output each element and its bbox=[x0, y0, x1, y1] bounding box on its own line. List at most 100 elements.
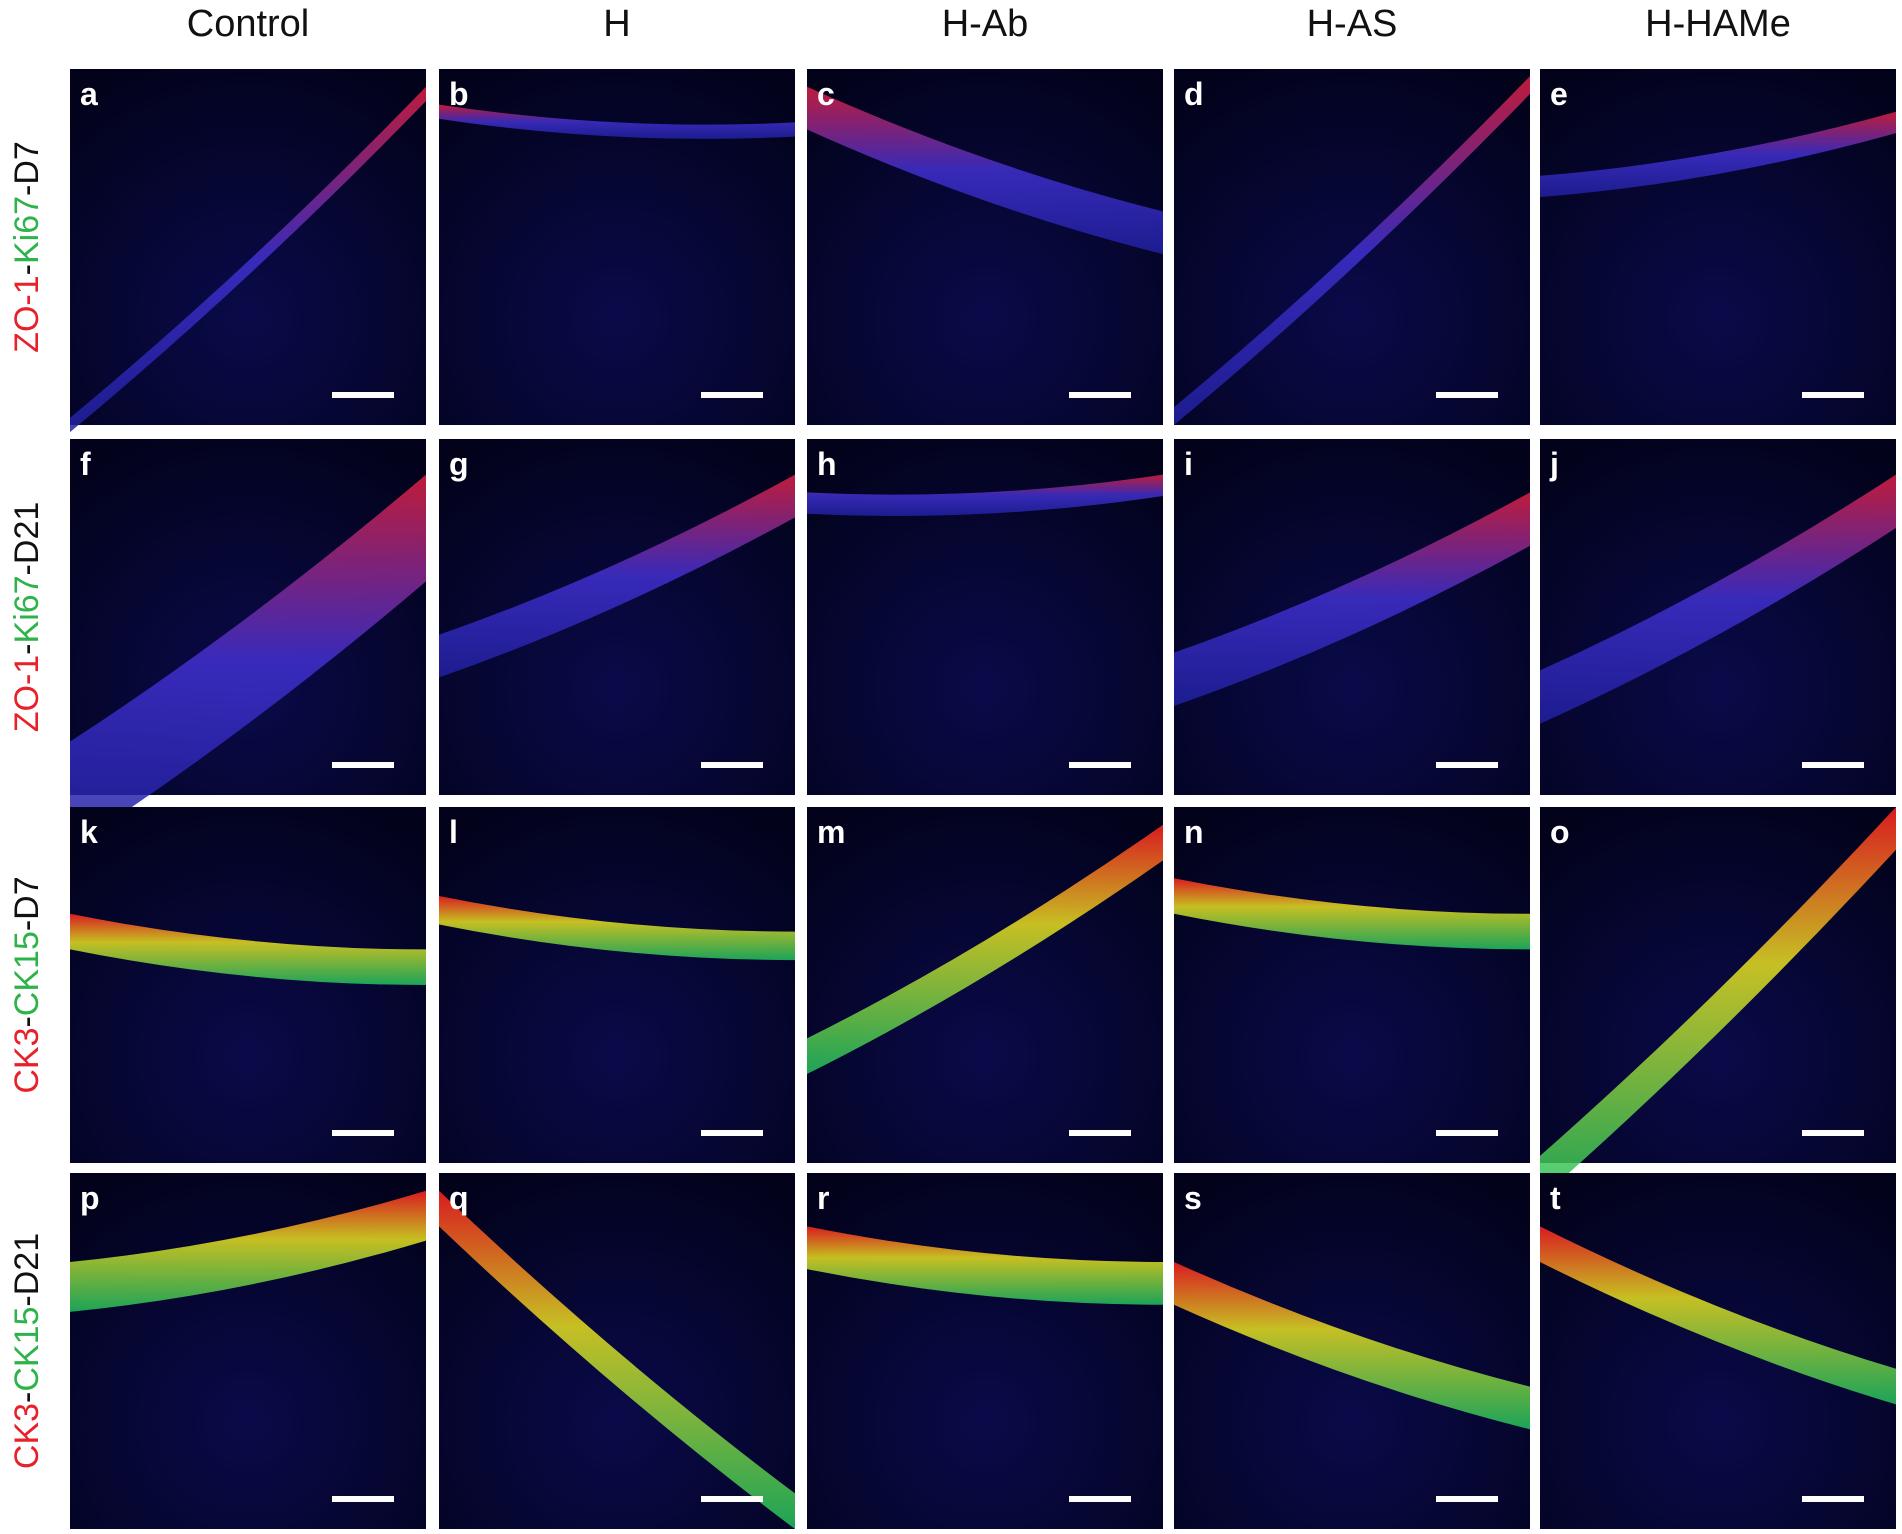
panel-letter: a bbox=[80, 76, 98, 112]
micrograph-panel: h bbox=[807, 439, 1163, 795]
row-label-part: ZO-1 bbox=[8, 655, 46, 732]
panel-letter: c bbox=[817, 76, 835, 112]
micrograph-panel: k bbox=[70, 807, 426, 1163]
scale-bar bbox=[701, 762, 763, 768]
row-label-part: Ki67 bbox=[8, 196, 46, 264]
row-label-part: -D7 bbox=[8, 876, 46, 931]
column-header: H-Ab bbox=[942, 3, 1029, 45]
micrograph-panel: n bbox=[1174, 807, 1530, 1163]
scale-bar bbox=[1436, 1130, 1498, 1136]
tissue-band bbox=[1540, 807, 1896, 1199]
panel-letter: n bbox=[1184, 814, 1204, 850]
panel-letter: i bbox=[1184, 446, 1193, 482]
micrograph-panel: f bbox=[70, 439, 426, 849]
row-label-part: - bbox=[8, 1392, 46, 1403]
row-label: ZO-1-Ki67-D21 bbox=[8, 502, 46, 733]
tissue-band bbox=[1174, 1262, 1530, 1430]
scale-bar bbox=[1069, 392, 1131, 398]
scale-bar bbox=[332, 1496, 394, 1502]
scale-bar bbox=[1802, 392, 1864, 398]
panel-letter: q bbox=[449, 1180, 469, 1216]
micrograph-panel: p bbox=[70, 1173, 426, 1529]
row-label-part: CK15 bbox=[8, 931, 46, 1016]
tissue-band bbox=[70, 1190, 426, 1312]
scale-bar bbox=[332, 392, 394, 398]
column-header: H bbox=[603, 3, 630, 45]
panel-letter: o bbox=[1550, 814, 1570, 850]
panel-letter: r bbox=[817, 1180, 829, 1216]
scale-bar bbox=[332, 1130, 394, 1136]
panel-background bbox=[807, 1173, 1163, 1529]
scale-bar bbox=[1069, 762, 1131, 768]
row-label: CK3-CK15-D7 bbox=[8, 876, 46, 1093]
row-label-part: -D21 bbox=[8, 502, 46, 576]
panel-letter: m bbox=[817, 814, 845, 850]
scale-bar bbox=[332, 762, 394, 768]
panel-background bbox=[1174, 807, 1530, 1163]
tissue-band bbox=[1540, 474, 1896, 724]
row-label-part: - bbox=[8, 643, 46, 654]
tissue-band bbox=[1540, 111, 1896, 198]
tissue-band bbox=[807, 86, 1163, 255]
row-label-part: -D7 bbox=[8, 141, 46, 196]
row-label-part: CK3 bbox=[8, 1028, 46, 1094]
panel-background bbox=[1540, 69, 1896, 425]
row-label-part: -D21 bbox=[8, 1233, 46, 1307]
row-label: CK3-CK15-D21 bbox=[8, 1233, 46, 1469]
scale-bar bbox=[1069, 1496, 1131, 1502]
micrograph-panel: q bbox=[439, 1173, 795, 1529]
tissue-band bbox=[1540, 1226, 1896, 1405]
panel-letter: t bbox=[1550, 1180, 1561, 1216]
tissue-band bbox=[439, 896, 795, 961]
tissue-band bbox=[439, 474, 795, 678]
row-label: ZO-1-Ki67-D7 bbox=[8, 141, 46, 353]
scale-bar bbox=[701, 1496, 763, 1502]
scale-bar bbox=[701, 1130, 763, 1136]
panel-background bbox=[70, 807, 426, 1163]
panel-letter: s bbox=[1184, 1180, 1202, 1216]
scale-bar bbox=[701, 392, 763, 398]
micrograph-panel: o bbox=[1540, 807, 1896, 1199]
panel-background bbox=[807, 807, 1163, 1163]
micrograph-panel: i bbox=[1174, 439, 1530, 795]
micrograph-panel: r bbox=[807, 1173, 1163, 1529]
tissue-band bbox=[70, 913, 426, 985]
tissue-band bbox=[1174, 878, 1530, 950]
column-header: H-HAMe bbox=[1645, 3, 1791, 45]
row-label-part: ZO-1 bbox=[8, 275, 46, 352]
tissue-band bbox=[807, 824, 1163, 1074]
tissue-band bbox=[70, 474, 426, 849]
micrograph-panel: t bbox=[1540, 1173, 1896, 1529]
tissue-band bbox=[1174, 76, 1530, 426]
tissue-band bbox=[70, 86, 426, 433]
micrograph-panel: l bbox=[439, 807, 795, 1163]
micrograph-panel: j bbox=[1540, 439, 1896, 795]
row-label-part: CK15 bbox=[8, 1307, 46, 1392]
scale-bar bbox=[1069, 1130, 1131, 1136]
row-label-part: Ki67 bbox=[8, 575, 46, 643]
panel-letter: e bbox=[1550, 76, 1568, 112]
column-header: Control bbox=[187, 3, 310, 45]
tissue-band bbox=[807, 474, 1163, 516]
micrograph-panel: a bbox=[70, 69, 426, 433]
row-label-part: CK3 bbox=[8, 1403, 46, 1469]
tissue-band bbox=[1174, 492, 1530, 706]
panel-letter: d bbox=[1184, 76, 1204, 112]
micrograph-panel: d bbox=[1174, 69, 1530, 426]
row-label-part: - bbox=[8, 264, 46, 275]
panel-letter: l bbox=[449, 814, 458, 850]
panel-background bbox=[1540, 1173, 1896, 1529]
panel-background bbox=[70, 69, 426, 425]
micrograph-panel: b bbox=[439, 69, 795, 425]
micrograph-panel: m bbox=[807, 807, 1163, 1163]
panel-letter: k bbox=[80, 814, 98, 850]
panel-background bbox=[439, 807, 795, 1163]
tissue-band bbox=[439, 1190, 795, 1529]
panel-letter: f bbox=[80, 446, 91, 482]
scale-bar bbox=[1436, 1496, 1498, 1502]
scale-bar bbox=[1802, 1130, 1864, 1136]
scale-bar bbox=[1436, 762, 1498, 768]
micrograph-panel: c bbox=[807, 69, 1163, 425]
panel-letter: h bbox=[817, 446, 837, 482]
